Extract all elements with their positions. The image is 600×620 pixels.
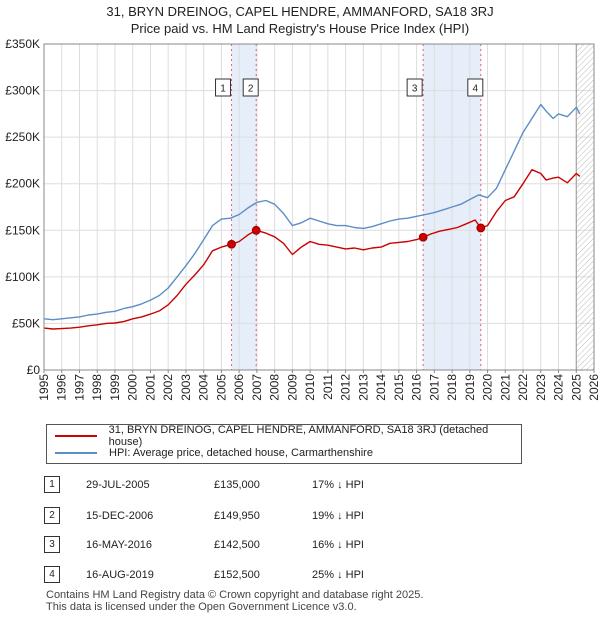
plot-frame — [43, 43, 595, 371]
x-tick-label: 2007 — [250, 374, 264, 401]
x-tick-label: 2013 — [356, 374, 370, 401]
sale-price: £142,500 — [214, 539, 260, 551]
sale-row: 3 16-MAY-2016 £142,500 16% ↓ HPI — [0, 536, 600, 556]
legend-item-price: 31, BRYN DREINOG, CAPEL HENDRE, AMMANFOR… — [55, 424, 521, 448]
sale-label-number: 3 — [412, 84, 418, 95]
chart-title: 31, BRYN DREINOG, CAPEL HENDRE, AMMANFOR… — [0, 3, 600, 37]
x-tick-label: 2023 — [534, 374, 548, 401]
sale-number: 3 — [44, 536, 60, 553]
legend-swatch-price — [55, 435, 97, 437]
x-tick-label: 2003 — [179, 374, 193, 401]
x-tick-label: 2024 — [552, 374, 566, 401]
sale-date: 16-MAY-2016 — [86, 539, 153, 551]
sale-number: 1 — [44, 476, 60, 493]
y-tick-label: £0 — [27, 363, 41, 377]
legend-label-hpi: HPI: Average price, detached house, Carm… — [109, 447, 373, 459]
sale-marker — [227, 239, 236, 249]
sale-date: 16-AUG-2019 — [86, 569, 154, 581]
hpi-line — [44, 103, 581, 321]
title-line-1: 31, BRYN DREINOG, CAPEL HENDRE, AMMANFOR… — [106, 4, 494, 19]
y-tick-label: £250K — [5, 130, 40, 144]
sale-number: 2 — [44, 507, 60, 524]
y-tick-label: £350K — [5, 37, 40, 51]
x-tick-label: 2001 — [143, 374, 157, 401]
x-tick-label: 1996 — [55, 374, 69, 401]
x-tick-label: 2009 — [285, 374, 299, 401]
x-tick-label: 2011 — [321, 374, 335, 400]
x-tick-label: 1999 — [108, 374, 122, 401]
x-tick-label: 1997 — [72, 374, 86, 401]
sale-row: 4 16-AUG-2019 £152,500 25% ↓ HPI — [0, 566, 600, 586]
y-tick-label: £50K — [12, 316, 40, 330]
title-line-2: Price paid vs. HM Land Registry's House … — [130, 21, 470, 36]
x-tick-label: 2018 — [445, 374, 459, 401]
footer-line-2: This data is licensed under the Open Gov… — [46, 601, 357, 613]
y-tick-label: £200K — [5, 177, 40, 191]
x-tick-label: 2016 — [410, 374, 424, 401]
sale-hpi-diff: 25% ↓ HPI — [312, 569, 364, 581]
sale-marker — [251, 225, 261, 235]
price-paid-line — [44, 169, 581, 330]
sale-marker — [476, 223, 486, 233]
y-tick-label: £150K — [5, 223, 40, 237]
x-tick-label: 2019 — [463, 374, 477, 401]
x-tick-label: 2025 — [569, 374, 583, 401]
sale-hpi-diff: 19% ↓ HPI — [312, 510, 364, 522]
sale-row: 2 15-DEC-2006 £149,950 19% ↓ HPI — [0, 507, 600, 527]
sale-marker — [418, 232, 428, 242]
x-tick-label: 1998 — [90, 374, 104, 401]
legend: 31, BRYN DREINOG, CAPEL HENDRE, AMMANFOR… — [46, 424, 522, 464]
sale-label-box — [242, 78, 259, 97]
y-tick-label: £300K — [5, 84, 40, 98]
x-tick-label: 2006 — [232, 374, 246, 401]
x-tick-label: 2020 — [481, 374, 495, 401]
sale-period-band — [231, 44, 257, 370]
x-tick-label: 2021 — [498, 374, 512, 401]
sale-label-number: 4 — [473, 84, 479, 95]
x-tick-label: 2000 — [126, 374, 140, 401]
x-tick-label: 2014 — [374, 374, 388, 401]
x-tick-label: 2005 — [214, 374, 228, 401]
x-tick-label: 2008 — [268, 374, 282, 401]
sale-number: 4 — [44, 566, 60, 583]
x-tick-label: 2012 — [339, 374, 353, 401]
footer-attribution: Contains HM Land Registry data © Crown c… — [46, 589, 423, 613]
price-chart: 1 2 3 4 £0 £50K £100K £150K £200K £250K £300K £350… — [5, 37, 600, 401]
sale-price: £149,950 — [214, 510, 260, 522]
sale-label-box — [406, 78, 423, 97]
legend-item-hpi: HPI: Average price, detached house, Carm… — [55, 445, 373, 461]
sale-date: 15-DEC-2006 — [86, 510, 154, 522]
sale-date: 29-JUL-2005 — [86, 479, 150, 491]
sale-hpi-diff: 17% ↓ HPI — [312, 479, 364, 491]
projection-hatch — [576, 44, 594, 370]
sale-label-box — [215, 78, 232, 97]
sale-price: £135,000 — [214, 479, 260, 491]
sale-label-number: 1 — [220, 84, 226, 95]
x-tick-label: 2015 — [392, 374, 406, 401]
x-tick-label: 2004 — [197, 374, 211, 401]
sale-hpi-diff: 16% ↓ HPI — [312, 539, 364, 551]
x-tick-label: 2026 — [587, 374, 600, 401]
x-tick-label: 1995 — [37, 374, 51, 401]
x-tick-label: 2002 — [161, 374, 175, 401]
sale-label-box — [467, 78, 484, 97]
sale-label-number: 2 — [248, 84, 254, 95]
x-tick-label: 2017 — [427, 374, 441, 401]
footer-line-1: Contains HM Land Registry data © Crown c… — [46, 589, 424, 601]
sale-row: 1 29-JUL-2005 £135,000 17% ↓ HPI — [0, 476, 600, 496]
x-tick-label: 2010 — [303, 374, 317, 401]
legend-label-price: 31, BRYN DREINOG, CAPEL HENDRE, AMMANFOR… — [108, 424, 489, 448]
legend-swatch-hpi — [55, 452, 97, 454]
x-tick-label: 2022 — [516, 374, 530, 401]
y-tick-label: £100K — [5, 270, 40, 284]
sale-price: £152,500 — [214, 569, 260, 581]
